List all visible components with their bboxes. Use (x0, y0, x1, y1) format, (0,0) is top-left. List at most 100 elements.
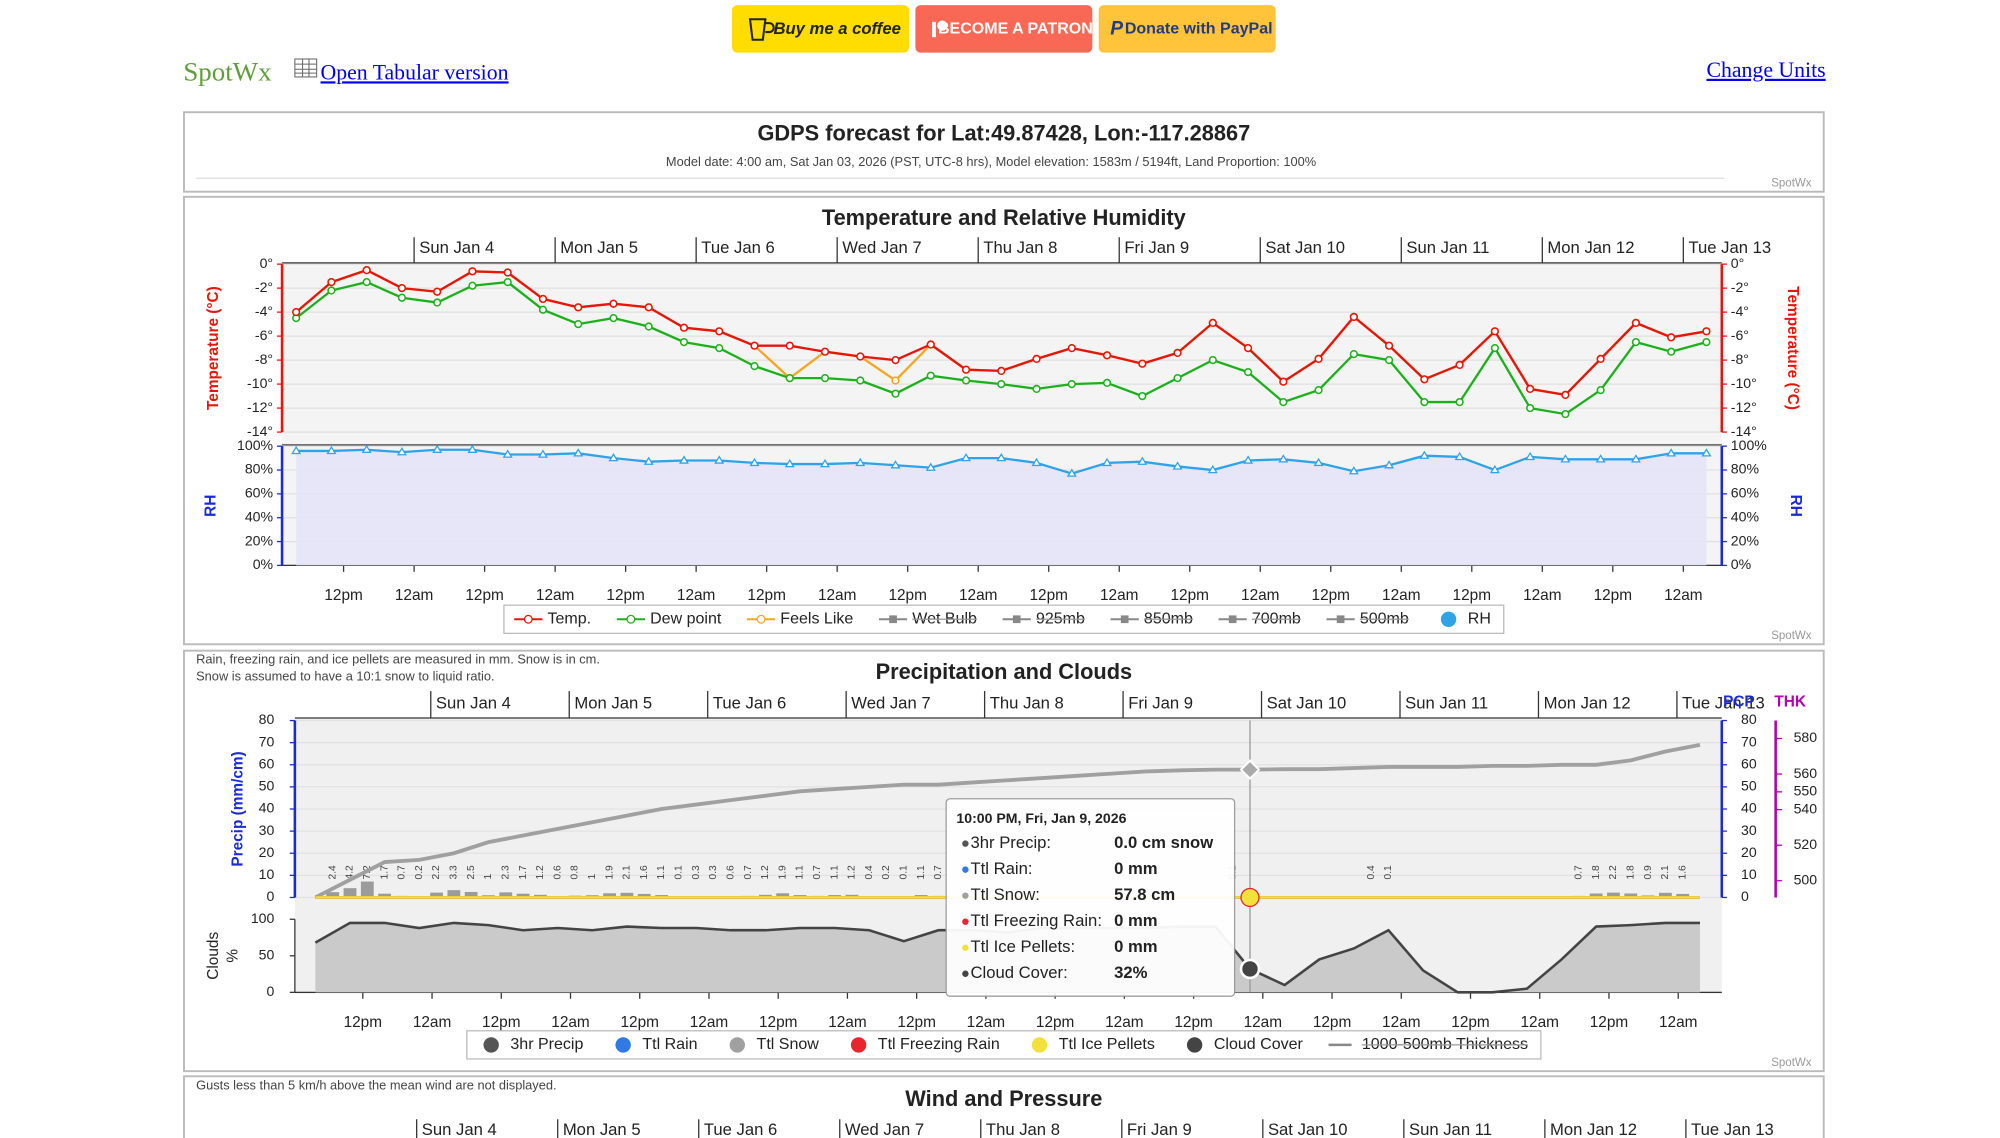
coffee-icon (748, 18, 775, 41)
tooltip-label: Ttl Rain: (971, 859, 1033, 878)
day-label: Mon Jan 12 (1544, 693, 1631, 712)
rh-marker (784, 458, 795, 468)
paypal-button-bg[interactable] (1098, 5, 1276, 53)
note: Snow is assumed to have a 10:1 snow to l… (196, 668, 494, 683)
data-label: 3.3 (449, 865, 460, 880)
paypal-label[interactable]: Donate with PayPal (1125, 20, 1273, 38)
y3-tick-label: 550 (1794, 783, 1818, 799)
data-label: 0.9 (1643, 865, 1654, 880)
credit: SpotWx (1771, 630, 1812, 642)
y-tick-label: 30 (259, 822, 275, 838)
point-marker (1385, 355, 1394, 365)
forecast-subtitle: Model date: 4:00 am, Sat Jan 03, 2026 (P… (666, 154, 1316, 169)
y-axis-title: Temperature (°C) (1784, 286, 1801, 410)
credit: SpotWx (1771, 177, 1812, 189)
paypal-button[interactable]: P Donate with PayPal (1098, 5, 1276, 53)
y-tick-label: 10 (1741, 866, 1757, 882)
units-link[interactable]: Change Units (1706, 58, 1825, 82)
y-tick-label: 60 (259, 755, 275, 771)
precip-bar (1624, 893, 1638, 898)
y3-tick-label: 580 (1794, 729, 1818, 745)
y2-axis-title: PCP (1723, 694, 1755, 711)
precip-bar (1658, 892, 1672, 898)
coffee-button-bg[interactable] (732, 5, 909, 53)
point-marker (961, 365, 971, 374)
rh-marker (1666, 448, 1677, 457)
x-tick-label: 12am (1241, 587, 1279, 604)
day-label: Mon Jan 5 (574, 693, 652, 712)
tabular-link[interactable]: Open Tabular version (321, 60, 509, 84)
point-marker (926, 371, 935, 380)
day-label: Sun Jan 4 (436, 693, 511, 712)
coffee-button[interactable]: Buy me a coffee (732, 5, 909, 53)
rh-marker (1066, 468, 1077, 477)
coffee-label[interactable]: Buy me a coffee (773, 19, 900, 38)
x-tick-label: 12am (413, 1014, 451, 1031)
cloud-axis-title: % (224, 949, 241, 963)
rh-marker (608, 453, 619, 462)
legend-symbol (756, 614, 766, 624)
hover-marker (1240, 887, 1260, 908)
x-tick-label: 12pm (344, 1014, 382, 1031)
logo[interactable]: SpotWx (183, 57, 272, 87)
point-marker (1420, 375, 1429, 384)
y-axis-title: Temperature (°C) (205, 286, 222, 410)
point-marker (1490, 344, 1499, 353)
data-label: 0.8 (570, 865, 581, 880)
point-marker (997, 366, 1006, 375)
y3-axis-title: THK (1774, 694, 1806, 711)
tooltip-dot (962, 970, 969, 977)
patron-label[interactable]: BECOME A PATRON (938, 20, 1093, 38)
point-marker (574, 320, 583, 329)
forecast-title: GDPS forecast for Lat:49.87428, Lon:-117… (757, 120, 1250, 145)
patron-button[interactable]: BECOME A PATRON (915, 5, 1093, 53)
precip-bar (464, 891, 478, 898)
y-tick-label: -6° (255, 327, 273, 343)
y2-tick-label: 40% (245, 508, 274, 524)
x-tick-label: 12pm (897, 1014, 935, 1031)
x-tick-label: 12am (959, 587, 997, 604)
y-tick-label: 20 (259, 844, 275, 860)
data-label: 1.1 (829, 865, 840, 880)
patron-button-bg[interactable] (915, 5, 1093, 53)
point-marker (715, 344, 724, 353)
point-marker (1279, 397, 1288, 407)
point-marker (679, 323, 689, 332)
day-label: Thu Jan 8 (986, 1120, 1060, 1138)
y-tick-label: 70 (1741, 733, 1757, 749)
precip-bar (1676, 893, 1690, 898)
point-marker (1067, 379, 1076, 389)
y-tick-label: 80 (259, 711, 275, 727)
rh-marker (890, 460, 901, 469)
x-tick-label: 12pm (747, 587, 785, 604)
precip-bar (326, 892, 340, 898)
y-tick-label: 0 (1741, 888, 1749, 904)
tooltip-dot (962, 944, 969, 951)
point-marker (1455, 397, 1464, 407)
precip-bar (430, 892, 443, 898)
x-tick-label: 12pm (324, 587, 362, 604)
precip-bar (603, 893, 617, 898)
y2-tick-label: 60% (245, 485, 274, 501)
data-label: 2.4 (327, 865, 338, 880)
point-marker (1349, 349, 1358, 359)
tooltip-label: Ttl Snow: (971, 885, 1040, 904)
point-marker (1102, 378, 1112, 387)
precip-bar (343, 888, 357, 898)
point-marker (397, 293, 407, 302)
point-marker (926, 340, 935, 349)
legend-symbol (1120, 615, 1129, 624)
x-tick-label: 12pm (606, 587, 644, 604)
x-tick-label: 12am (1382, 1014, 1420, 1031)
day-label: Fri Jan 9 (1128, 693, 1193, 712)
day-label: Tue Jan 6 (713, 693, 786, 712)
data-label: 2.3 (500, 865, 511, 880)
x-tick-label: 12am (1105, 1014, 1143, 1031)
point-marker (1208, 355, 1217, 365)
x-tick-label: 12pm (621, 1014, 659, 1031)
point-marker (1667, 347, 1676, 356)
point-marker (1102, 351, 1112, 360)
y2-tick-label: 100% (1731, 437, 1768, 453)
day-label: Fri Jan 9 (1124, 238, 1189, 257)
